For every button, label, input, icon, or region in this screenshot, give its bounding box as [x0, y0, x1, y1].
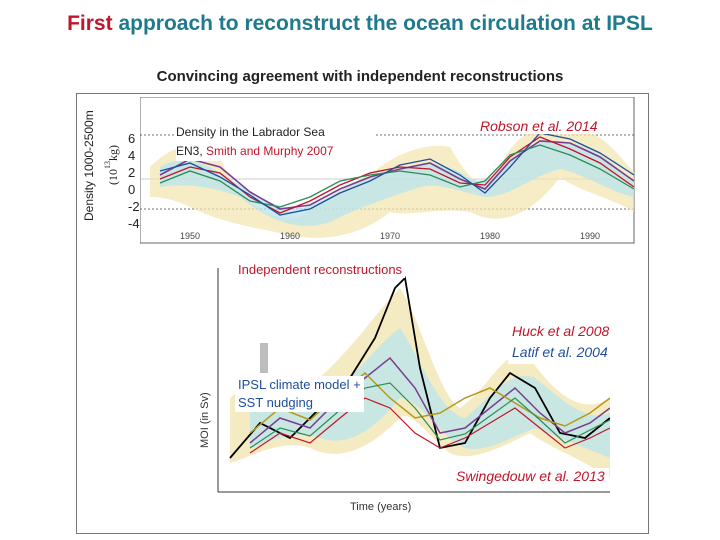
citation-robson: Robson et al. 2014 [476, 118, 602, 134]
independent-reconstructions-label: Independent reconstructions [235, 261, 406, 278]
top-ylabel-inner: (1013kg) [103, 145, 120, 185]
title-accent: First [67, 12, 113, 35]
legend-line-2: EN3, Smith and Murphy 2007 [176, 144, 334, 158]
ytick: 4 [128, 148, 136, 163]
title-rest: approach to reconstruct the ocean circul… [112, 12, 653, 35]
top-yticks: 6 4 2 0 -2 -4 [128, 130, 140, 232]
reference-latif: Latif et al. 2004 [512, 344, 608, 360]
ipsl-model-label: IPSL climate model + SST nudging [235, 376, 364, 412]
reference-huck: Huck et al 2008 [512, 323, 610, 339]
legend-line-1: Density in the Labrador Sea [176, 125, 325, 139]
density-legend: Density in the Labrador Sea EN3, Smith a… [176, 123, 376, 161]
slide-title: First approach to reconstruct the ocean … [0, 12, 720, 36]
slide-subtitle: Convincing agreement with independent re… [156, 68, 564, 85]
ytick: -2 [128, 199, 140, 214]
ytick: 0 [128, 182, 136, 197]
svg-text:1950: 1950 [180, 231, 200, 241]
svg-text:Time (years): Time (years) [350, 501, 411, 513]
citation-swingedouw: Swingedouw et al. 2013 [452, 468, 609, 484]
reference-list: Huck et al 2008 Latif et al. 2004 [508, 320, 614, 364]
svg-text:1960: 1960 [280, 231, 300, 241]
ytick: -4 [128, 216, 140, 231]
svg-text:1970: 1970 [380, 231, 400, 241]
ytick: 2 [128, 165, 136, 180]
svg-text:1980: 1980 [480, 231, 500, 241]
svg-text:1990: 1990 [580, 231, 600, 241]
top-ylabel-outer: Density 1000-2500m [82, 110, 96, 221]
svg-text:MOI (in Sv): MOI (in Sv) [199, 392, 211, 448]
ytick: 6 [128, 131, 136, 146]
